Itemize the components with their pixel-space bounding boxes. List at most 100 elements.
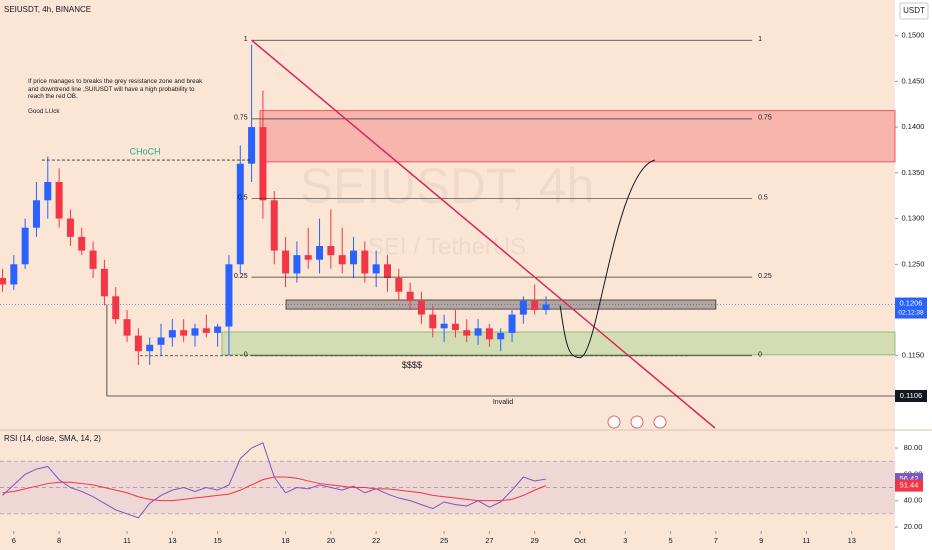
event-icons[interactable]	[607, 415, 667, 429]
value-label: 51.44	[900, 481, 919, 490]
candle-body	[32, 200, 40, 228]
chart-title: SEIUSDT, 4h, BINANCE	[4, 5, 91, 14]
x-tick-label: 25	[440, 536, 448, 545]
x-tick-label: 13	[168, 536, 176, 545]
candle-body	[338, 255, 346, 265]
candle-body	[248, 127, 256, 164]
fib-label: 1	[758, 36, 762, 43]
fib-label: 0.25	[234, 273, 248, 280]
price-label: 0.1106	[900, 391, 922, 400]
y-tick-label: 0.1350	[902, 168, 925, 177]
x-tick-label: 22	[372, 536, 380, 545]
candle-body	[485, 328, 493, 340]
x-tick-label: 3	[623, 536, 627, 545]
price-axis-background	[895, 0, 932, 550]
choch-label: CHoCH	[130, 146, 161, 156]
candle-body	[497, 332, 505, 340]
fib-label: 0	[758, 352, 762, 359]
candle-body	[214, 326, 222, 333]
event-icon[interactable]	[630, 415, 644, 429]
event-icon[interactable]	[653, 415, 667, 429]
price-label-box	[895, 297, 927, 319]
countdown: 02:12:38	[898, 309, 924, 316]
currency[interactable]: USDT	[903, 6, 925, 15]
x-tick-label: 9	[759, 536, 763, 545]
candle-body	[180, 330, 188, 336]
invalid-line	[106, 304, 895, 397]
y-tick-label: 80.00	[904, 443, 923, 452]
y-tick-label: 0.1300	[902, 214, 925, 223]
y-tick-label: 40.00	[904, 496, 923, 505]
x-tick-label: Oct	[574, 536, 587, 545]
candle-body	[316, 246, 324, 260]
candle-body	[417, 300, 425, 315]
x-tick-label: 13	[848, 536, 856, 545]
candle-body	[112, 296, 120, 320]
candle-body	[383, 264, 391, 279]
projection	[559, 159, 656, 359]
x-tick-label: 6	[12, 536, 16, 545]
currency-box[interactable]	[899, 2, 929, 20]
fib-label: 0.25	[758, 273, 772, 280]
fib-label: 0.5	[758, 194, 768, 201]
y-tick-label: 0.1150	[902, 351, 924, 360]
rsi-band	[0, 461, 895, 514]
annotation: If price manages to breaks the grey resi…	[28, 78, 210, 122]
candle-body	[395, 278, 403, 292]
price-label: 0.1206	[900, 299, 923, 308]
rsi-line	[2, 476, 547, 502]
candle-body	[372, 264, 380, 274]
candle-body	[282, 250, 290, 274]
x-tick-label: 29	[531, 536, 539, 545]
y-tick-label: 20.00	[904, 522, 923, 531]
x-tick-label: 5	[668, 536, 672, 545]
watermark-symbol: SEIUSDT, 4h	[300, 158, 595, 214]
candle-body	[542, 304, 550, 311]
candle-body	[10, 264, 18, 285]
trendline	[251, 39, 716, 429]
invalid-label: Invalid	[493, 399, 513, 406]
candle-body	[55, 181, 63, 219]
fib-label: 0.75	[234, 115, 248, 122]
value-label-box	[895, 479, 923, 492]
event-icon[interactable]	[607, 415, 621, 429]
x-tick-label: 18	[281, 536, 289, 545]
candle-body	[225, 264, 233, 327]
candle-body	[44, 181, 52, 201]
fib-label: 1	[244, 36, 248, 43]
candle-body	[451, 323, 459, 331]
candle-body	[191, 328, 199, 336]
annotation-sign: Good LUck	[28, 107, 60, 115]
price-label-box	[895, 389, 927, 402]
candle-body	[168, 330, 176, 338]
candle-body	[157, 337, 165, 345]
candle-body	[0, 278, 6, 285]
candle-body	[440, 323, 448, 329]
candle-body	[21, 227, 29, 265]
candle-body	[293, 255, 301, 274]
candle-body	[270, 200, 278, 251]
y-tick-label: 0.1250	[902, 259, 925, 268]
candle-body	[508, 314, 516, 333]
candle-body	[361, 250, 369, 274]
zone	[259, 110, 896, 163]
candle-body	[519, 300, 527, 315]
candle-body	[304, 255, 312, 260]
candle-body	[123, 319, 131, 336]
zone	[221, 331, 896, 356]
x-tick-label: 20	[327, 536, 335, 545]
candle-body	[78, 236, 86, 251]
x-tick-label: 11	[123, 536, 131, 545]
candle-body	[259, 127, 267, 201]
candle-body	[146, 344, 154, 352]
candle-body	[327, 246, 335, 256]
fib-label: 0	[244, 352, 248, 359]
y-tick-label: 0.1400	[902, 122, 925, 131]
fib-label: 0.5	[238, 194, 248, 201]
candle-body	[429, 314, 437, 329]
y-tick-label: 0.1500	[902, 31, 925, 40]
candle-body	[66, 218, 74, 237]
x-tick-label: 27	[485, 536, 493, 545]
